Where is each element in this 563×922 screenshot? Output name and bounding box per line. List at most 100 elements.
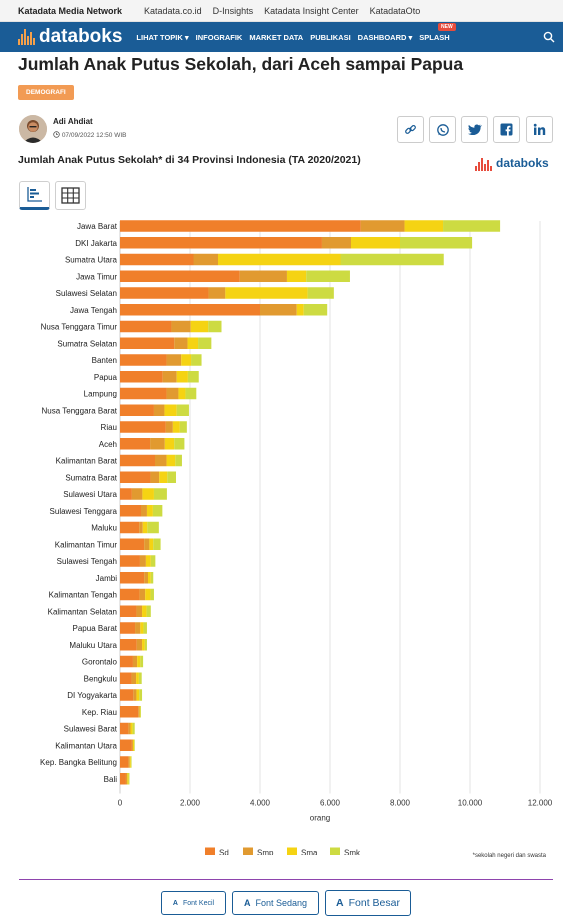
bar-kep-riau-sd [120, 706, 139, 718]
bar-papua-barat-sd [120, 622, 136, 634]
bar-gorontalo-sd [120, 655, 133, 668]
bar-papua-barat-smp [135, 622, 141, 634]
network-link-dinsights[interactable]: D-Insights [212, 5, 254, 16]
network-brand[interactable]: Katadata Media Network [18, 5, 123, 16]
nav-splash[interactable]: SPLASH NEW [419, 22, 456, 42]
share-linkedin-button[interactable] [526, 116, 553, 143]
bar-aceh-smp [150, 438, 165, 450]
font-large-icon: A [336, 897, 344, 909]
x-tick-label-6000: 6.000 [320, 799, 341, 808]
nav-infografik[interactable]: INFOGRAFIK [195, 32, 243, 42]
linkedin-icon [533, 123, 546, 135]
category-label-dki-jakarta: DKI Jakarta [75, 239, 117, 248]
bar-sumatra-utara-smk [340, 253, 444, 266]
bar-sulawesi-tengah-sd [120, 555, 140, 567]
font-small-button[interactable]: A Font Kecil [161, 891, 226, 915]
table-view-icon [61, 187, 80, 204]
bar-nusa-tenggara-barat-smp [153, 404, 165, 416]
category-label-sulawesi-selatan: Sulawesi Selatan [56, 289, 117, 298]
bar-banten-smp [166, 354, 182, 366]
bar-bali-smp [125, 773, 128, 785]
bar-maluku-smp [139, 521, 143, 534]
legend-swatch-smp [243, 847, 253, 855]
bar-banten-sma [181, 354, 192, 366]
bar-sumatra-selatan-smk [198, 337, 212, 349]
category-label-jambi: Jambi [96, 574, 118, 583]
network-link-katadata[interactable]: Katadata.co.id [144, 5, 202, 16]
bar-kalimantan-tengah-smk [150, 588, 154, 601]
category-label-sumatra-selatan: Sumatra Selatan [57, 339, 117, 348]
bar-gorontalo-smk [140, 655, 144, 668]
category-label-jawa-timur: Jawa Timur [76, 272, 117, 281]
legend-swatch-sma [287, 847, 297, 855]
bar-di-yogyakarta-sd [120, 689, 134, 701]
bar-jambi-smk [150, 572, 154, 584]
stacked-bar-chart: 0 2.000 4.000 6.000 8.000 10.000 12.000 orang Ja… [40, 220, 553, 856]
category-label-bengkulu: Bengkulu [84, 674, 117, 683]
share-whatsapp-button[interactable] [429, 116, 456, 143]
bar-bengkulu-smk [138, 672, 142, 684]
bar-jawa-timur-sd [120, 270, 240, 282]
legend-label-smp: Smp [257, 849, 274, 856]
bar-jawa-tengah-smk [303, 304, 328, 316]
bar-kalimantan-barat-sma [166, 454, 176, 467]
category-label-papua: Papua [94, 373, 118, 382]
main-navbar: databoks LIHAT TOPIK ▾ INFOGRAFIK MARKET… [0, 22, 563, 52]
bar-sulawesi-tengah-smp [139, 555, 146, 567]
legend-label-smk: Smk [344, 849, 361, 856]
table-view-button[interactable] [55, 181, 86, 210]
bar-dki-jakarta-smk [400, 237, 473, 249]
nav-lihat-topik[interactable]: LIHAT TOPIK ▾ [136, 32, 189, 42]
bar-jawa-barat-sd [120, 220, 361, 232]
bar-kalimantan-tengah-sd [120, 588, 140, 601]
bar-bali-smk [128, 773, 130, 785]
bar-sumatra-utara-sd [120, 253, 194, 266]
bar-kalimantan-utara-sd [120, 739, 132, 751]
bar-jawa-timur-smk [306, 270, 350, 282]
font-medium-icon: A [243, 898, 251, 908]
font-large-button[interactable]: A Font Besar [325, 890, 411, 916]
bar-kalimantan-timur-smk [153, 538, 161, 550]
nav-dashboard[interactable]: DASHBOARD ▾ [357, 32, 413, 42]
category-label-riau: Riau [101, 423, 117, 432]
share-facebook-button[interactable] [493, 116, 520, 143]
category-label-jawa-barat: Jawa Barat [77, 222, 118, 231]
bar-lampung-smp [166, 387, 179, 400]
category-label-kalimantan-selatan: Kalimantan Selatan [48, 607, 117, 616]
nav-publikasi[interactable]: PUBLIKASI [310, 32, 351, 42]
bar-kalimantan-timur-sma [149, 538, 154, 550]
category-label-maluku: Maluku [91, 524, 117, 533]
category-label-aceh: Aceh [99, 440, 117, 449]
font-medium-button[interactable]: A Font Sedang [232, 891, 319, 915]
bar-sumatra-barat-smp [150, 471, 160, 483]
bar-sulawesi-utara-smk [153, 488, 167, 500]
font-medium-label: Font Sedang [255, 898, 308, 908]
category-label-gorontalo: Gorontalo [82, 658, 118, 667]
link-icon [405, 125, 416, 134]
search-icon[interactable] [543, 22, 555, 52]
databoks-logo[interactable]: databoks [18, 26, 122, 48]
network-link-oto[interactable]: KatadataOto [369, 5, 421, 16]
legend-label-sd: Sd [219, 849, 229, 856]
author-name[interactable]: Adi Ahdiat [53, 117, 93, 126]
bar-gorontalo-smp [132, 655, 138, 668]
bar-sulawesi-selatan-sd [120, 287, 209, 299]
bar-banten-sd [120, 354, 167, 366]
bar-nusa-tenggara-timur-sma [190, 320, 209, 333]
publish-date: 07/09/2022 12:50 WIB [53, 131, 127, 139]
nav-market-data[interactable]: MARKET DATA [249, 32, 304, 42]
bar-dki-jakarta-smp [321, 237, 351, 249]
category-tag[interactable]: DEMOGRAFI [18, 85, 74, 100]
bar-kep-bangka-belitung-smp [128, 756, 130, 768]
bar-sulawesi-utara-sd [120, 488, 132, 500]
bar-nusa-tenggara-timur-smk [208, 320, 222, 333]
share-link-button[interactable] [397, 116, 424, 143]
bar-kep-bangka-belitung-sd [120, 756, 129, 768]
share-twitter-button[interactable] [461, 116, 488, 143]
chart-footnote: *sekolah negeri dan swasta [472, 853, 546, 859]
chart-view-button[interactable] [19, 181, 50, 210]
network-link-kic[interactable]: Katadata Insight Center [264, 5, 359, 16]
bar-sulawesi-selatan-sma [225, 287, 308, 299]
author-avatar[interactable] [19, 115, 47, 143]
bar-bali-sma [127, 773, 129, 785]
